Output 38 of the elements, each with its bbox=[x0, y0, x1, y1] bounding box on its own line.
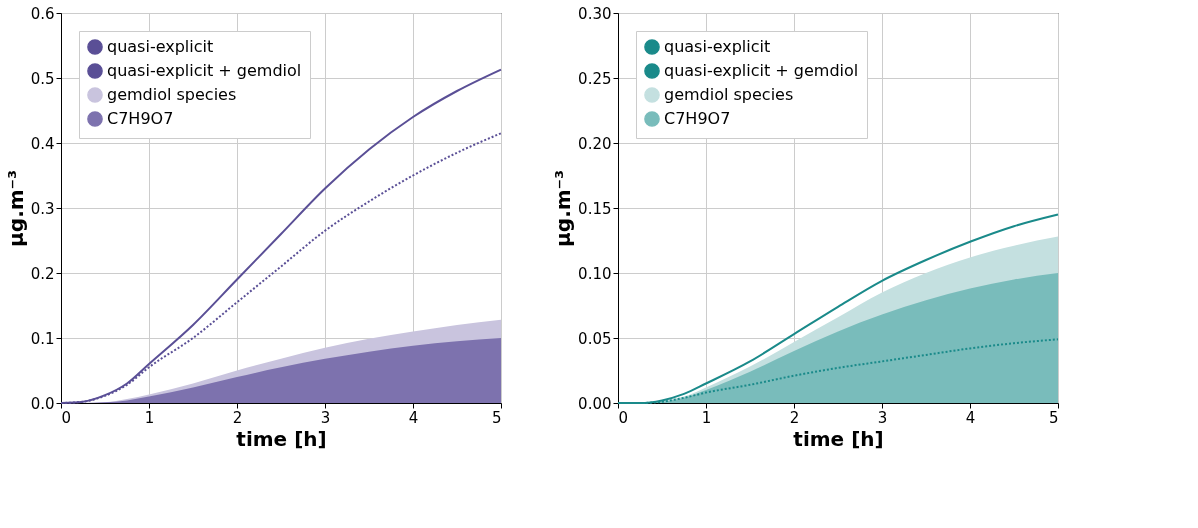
x-tick-label: 2 bbox=[232, 408, 243, 427]
y-tick-label: 0.0 bbox=[30, 394, 55, 413]
legend-label: gemdiol species bbox=[664, 85, 794, 104]
y-tick-label: 0.2 bbox=[30, 264, 55, 283]
x-tick-label: 5 bbox=[491, 408, 502, 427]
y-tick-label: 0.3 bbox=[30, 199, 55, 218]
x-tick-label: 4 bbox=[965, 408, 976, 427]
x-tick-label: 3 bbox=[320, 408, 331, 427]
y-tick-label: 0.1 bbox=[30, 329, 55, 348]
legend-label: C7H9O7 bbox=[107, 109, 174, 128]
legend-label: quasi-explicit bbox=[107, 37, 214, 56]
x-tick-label: 2 bbox=[789, 408, 800, 427]
y-tick-label: 0.25 bbox=[578, 69, 612, 88]
legend-label: gemdiol species bbox=[107, 85, 237, 104]
x-tick-label: 0 bbox=[618, 408, 629, 427]
y-axis-title: μg.m⁻³ bbox=[551, 170, 576, 247]
y-tick-label: 0.20 bbox=[578, 134, 612, 153]
y-tick-label: 0.05 bbox=[578, 329, 612, 348]
legend-label: quasi-explicit bbox=[664, 37, 771, 56]
y-tick-label: 0.00 bbox=[578, 394, 612, 413]
y-tick-label: 0.6 bbox=[30, 4, 55, 23]
y-tick-label: 0.30 bbox=[578, 4, 612, 23]
x-tick-label: 4 bbox=[408, 408, 419, 427]
x-tick-label: 5 bbox=[1048, 408, 1059, 427]
legend-label: quasi-explicit + gemdiol bbox=[664, 61, 859, 80]
y-tick-label: 0.5 bbox=[30, 69, 55, 88]
x-axis-title: time [h] bbox=[793, 426, 884, 451]
legend-label: quasi-explicit + gemdiol bbox=[107, 61, 302, 80]
x-tick-label: 3 bbox=[877, 408, 888, 427]
y-tick-label: 0.15 bbox=[578, 199, 612, 218]
y-axis-title: μg.m⁻³ bbox=[3, 170, 28, 247]
x-axis-title: time [h] bbox=[236, 426, 327, 451]
y-tick-label: 0.10 bbox=[578, 264, 612, 283]
x-tick-label: 0 bbox=[61, 408, 72, 427]
legend-label: C7H9O7 bbox=[664, 109, 731, 128]
x-tick-label: 1 bbox=[701, 408, 712, 427]
x-tick-label: 1 bbox=[144, 408, 155, 427]
y-tick-label: 0.4 bbox=[30, 134, 55, 153]
